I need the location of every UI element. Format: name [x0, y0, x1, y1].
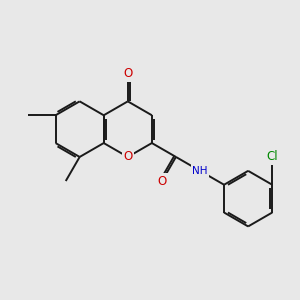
Text: O: O: [123, 67, 132, 80]
Text: O: O: [123, 150, 132, 164]
Text: NH: NH: [192, 166, 208, 176]
Text: Cl: Cl: [266, 150, 278, 164]
Text: O: O: [158, 175, 167, 188]
